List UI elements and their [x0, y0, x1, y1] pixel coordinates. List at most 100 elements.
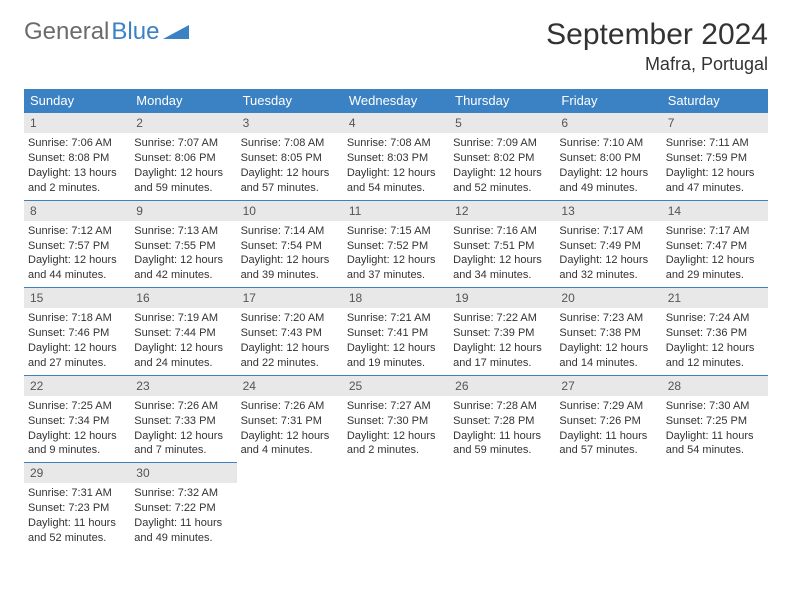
daylight-text: Daylight: 12 hours and 37 minutes.	[347, 253, 445, 283]
sunset-text: Sunset: 7:25 PM	[666, 414, 764, 429]
sunrise-text: Sunrise: 7:10 AM	[559, 136, 657, 151]
day-number: 28	[662, 376, 768, 396]
day-number: 1	[24, 113, 130, 133]
weekday-header: Sunday	[24, 89, 130, 112]
sunset-text: Sunset: 7:41 PM	[347, 326, 445, 341]
daylight-text: Daylight: 12 hours and 47 minutes.	[666, 166, 764, 196]
sunset-text: Sunset: 7:38 PM	[559, 326, 657, 341]
day-number: 5	[449, 113, 555, 133]
logo: GeneralBlue	[24, 18, 189, 46]
daylight-text: Daylight: 12 hours and 52 minutes.	[453, 166, 551, 196]
sunrise-text: Sunrise: 7:17 AM	[559, 224, 657, 239]
sunrise-text: Sunrise: 7:08 AM	[347, 136, 445, 151]
day-cell: 12Sunrise: 7:16 AMSunset: 7:51 PMDayligh…	[449, 200, 555, 288]
day-number: 21	[662, 288, 768, 308]
day-number: 26	[449, 376, 555, 396]
daylight-text: Daylight: 12 hours and 29 minutes.	[666, 253, 764, 283]
logo-text-1: General	[24, 18, 109, 46]
sunrise-text: Sunrise: 7:19 AM	[134, 311, 232, 326]
daylight-text: Daylight: 12 hours and 32 minutes.	[559, 253, 657, 283]
daylight-text: Daylight: 12 hours and 54 minutes.	[347, 166, 445, 196]
day-cell: 11Sunrise: 7:15 AMSunset: 7:52 PMDayligh…	[343, 200, 449, 288]
day-cell: 7Sunrise: 7:11 AMSunset: 7:59 PMDaylight…	[662, 112, 768, 200]
sunset-text: Sunset: 7:46 PM	[28, 326, 126, 341]
day-number: 8	[24, 201, 130, 221]
sunrise-text: Sunrise: 7:23 AM	[559, 311, 657, 326]
sunrise-text: Sunrise: 7:07 AM	[134, 136, 232, 151]
day-number: 24	[237, 376, 343, 396]
day-cell: 8Sunrise: 7:12 AMSunset: 7:57 PMDaylight…	[24, 200, 130, 288]
daylight-text: Daylight: 13 hours and 2 minutes.	[28, 166, 126, 196]
day-number: 13	[555, 201, 661, 221]
day-number: 10	[237, 201, 343, 221]
daylight-text: Daylight: 12 hours and 12 minutes.	[666, 341, 764, 371]
day-cell: 17Sunrise: 7:20 AMSunset: 7:43 PMDayligh…	[237, 287, 343, 375]
daylight-text: Daylight: 12 hours and 7 minutes.	[134, 429, 232, 459]
daylight-text: Daylight: 12 hours and 49 minutes.	[559, 166, 657, 196]
sunrise-text: Sunrise: 7:15 AM	[347, 224, 445, 239]
day-number: 16	[130, 288, 236, 308]
daylight-text: Daylight: 12 hours and 19 minutes.	[347, 341, 445, 371]
day-cell: 20Sunrise: 7:23 AMSunset: 7:38 PMDayligh…	[555, 287, 661, 375]
sunrise-text: Sunrise: 7:20 AM	[241, 311, 339, 326]
sunrise-text: Sunrise: 7:13 AM	[134, 224, 232, 239]
sunset-text: Sunset: 8:08 PM	[28, 151, 126, 166]
title-block: September 2024 Mafra, Portugal	[546, 18, 768, 75]
day-cell: 28Sunrise: 7:30 AMSunset: 7:25 PMDayligh…	[662, 375, 768, 463]
day-number: 2	[130, 113, 236, 133]
sunset-text: Sunset: 7:39 PM	[453, 326, 551, 341]
sunset-text: Sunset: 7:31 PM	[241, 414, 339, 429]
sunrise-text: Sunrise: 7:29 AM	[559, 399, 657, 414]
sunset-text: Sunset: 7:22 PM	[134, 501, 232, 516]
day-cell: 5Sunrise: 7:09 AMSunset: 8:02 PMDaylight…	[449, 112, 555, 200]
day-number: 30	[130, 463, 236, 483]
day-cell: 4Sunrise: 7:08 AMSunset: 8:03 PMDaylight…	[343, 112, 449, 200]
daylight-text: Daylight: 12 hours and 59 minutes.	[134, 166, 232, 196]
day-cell: 13Sunrise: 7:17 AMSunset: 7:49 PMDayligh…	[555, 200, 661, 288]
sunset-text: Sunset: 7:23 PM	[28, 501, 126, 516]
day-cell: 30Sunrise: 7:32 AMSunset: 7:22 PMDayligh…	[130, 462, 236, 550]
day-cell: 23Sunrise: 7:26 AMSunset: 7:33 PMDayligh…	[130, 375, 236, 463]
day-cell: 18Sunrise: 7:21 AMSunset: 7:41 PMDayligh…	[343, 287, 449, 375]
day-cell: 3Sunrise: 7:08 AMSunset: 8:05 PMDaylight…	[237, 112, 343, 200]
location: Mafra, Portugal	[546, 54, 768, 75]
weekday-header: Monday	[130, 89, 236, 112]
sunrise-text: Sunrise: 7:12 AM	[28, 224, 126, 239]
daylight-text: Daylight: 12 hours and 39 minutes.	[241, 253, 339, 283]
sunset-text: Sunset: 8:03 PM	[347, 151, 445, 166]
sunrise-text: Sunrise: 7:06 AM	[28, 136, 126, 151]
weekday-header: Wednesday	[343, 89, 449, 112]
sunrise-text: Sunrise: 7:09 AM	[453, 136, 551, 151]
sunset-text: Sunset: 7:33 PM	[134, 414, 232, 429]
sunset-text: Sunset: 7:26 PM	[559, 414, 657, 429]
sunset-text: Sunset: 8:00 PM	[559, 151, 657, 166]
daylight-text: Daylight: 12 hours and 22 minutes.	[241, 341, 339, 371]
day-number: 12	[449, 201, 555, 221]
sunrise-text: Sunrise: 7:26 AM	[134, 399, 232, 414]
sunrise-text: Sunrise: 7:30 AM	[666, 399, 764, 414]
sunset-text: Sunset: 7:57 PM	[28, 239, 126, 254]
sunset-text: Sunset: 7:28 PM	[453, 414, 551, 429]
weekday-header: Tuesday	[237, 89, 343, 112]
sunrise-text: Sunrise: 7:14 AM	[241, 224, 339, 239]
sunrise-text: Sunrise: 7:24 AM	[666, 311, 764, 326]
daylight-text: Daylight: 12 hours and 42 minutes.	[134, 253, 232, 283]
empty-cell	[662, 462, 768, 550]
day-number: 7	[662, 113, 768, 133]
sunset-text: Sunset: 8:05 PM	[241, 151, 339, 166]
day-cell: 24Sunrise: 7:26 AMSunset: 7:31 PMDayligh…	[237, 375, 343, 463]
daylight-text: Daylight: 12 hours and 4 minutes.	[241, 429, 339, 459]
sunset-text: Sunset: 7:54 PM	[241, 239, 339, 254]
weekday-header: Friday	[555, 89, 661, 112]
day-number: 22	[24, 376, 130, 396]
day-cell: 19Sunrise: 7:22 AMSunset: 7:39 PMDayligh…	[449, 287, 555, 375]
day-number: 3	[237, 113, 343, 133]
month-title: September 2024	[546, 18, 768, 52]
daylight-text: Daylight: 12 hours and 34 minutes.	[453, 253, 551, 283]
day-number: 6	[555, 113, 661, 133]
daylight-text: Daylight: 12 hours and 57 minutes.	[241, 166, 339, 196]
sunset-text: Sunset: 8:06 PM	[134, 151, 232, 166]
day-number: 9	[130, 201, 236, 221]
daylight-text: Daylight: 11 hours and 49 minutes.	[134, 516, 232, 546]
sunset-text: Sunset: 7:36 PM	[666, 326, 764, 341]
